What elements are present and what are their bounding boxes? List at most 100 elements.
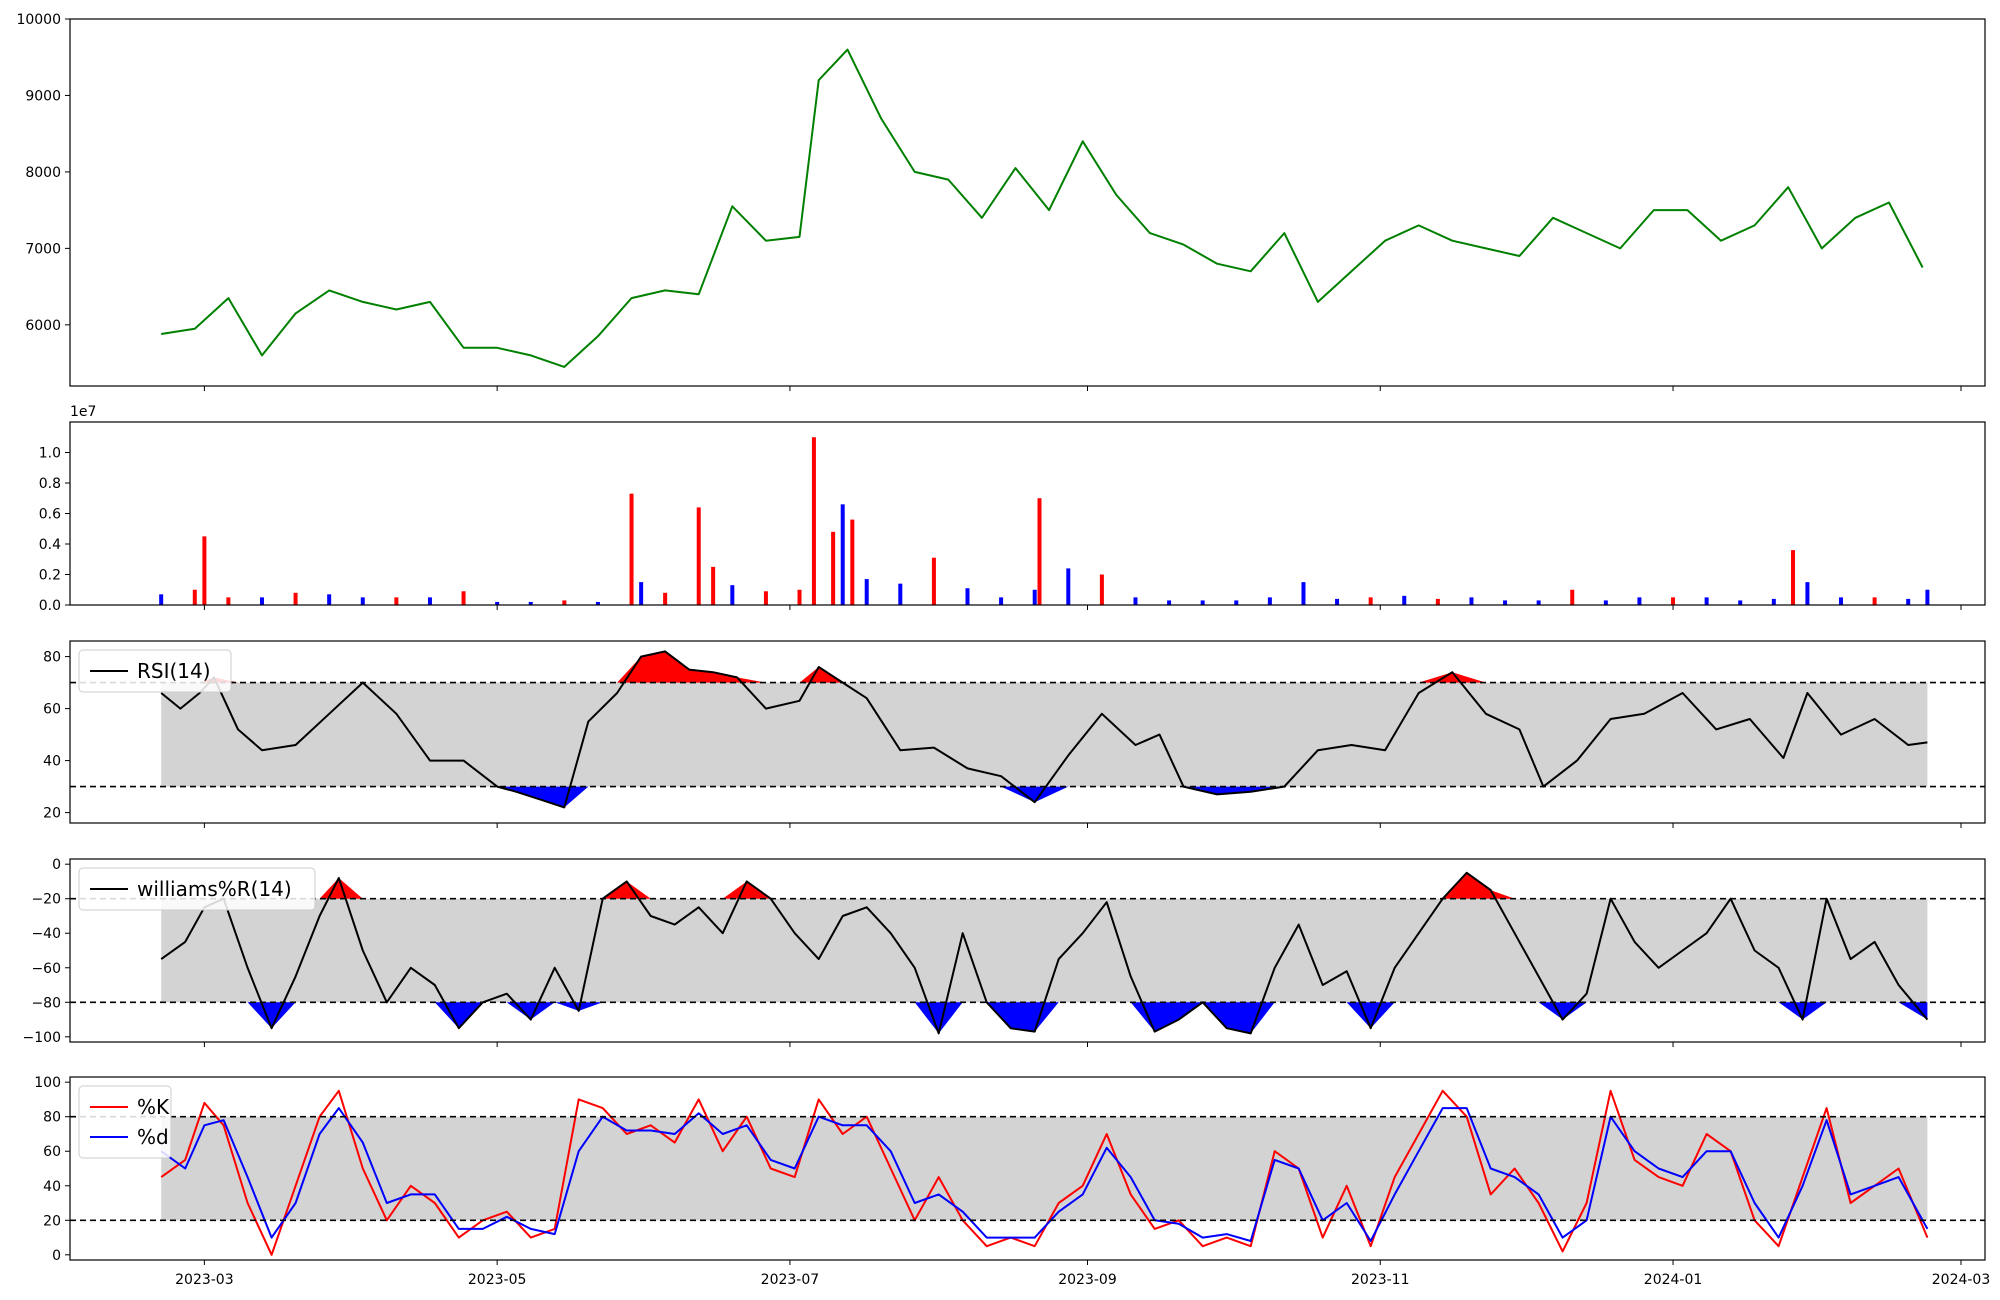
volume-bar	[202, 536, 207, 605]
y-tick-label: 0.6	[39, 507, 61, 523]
x-tick-label: 2023-03	[175, 1272, 234, 1288]
volume-bar	[965, 588, 970, 605]
y-tick-label: 0.8	[39, 476, 61, 492]
y-tick-label: 6000	[25, 318, 61, 334]
volume-bar	[1066, 568, 1071, 605]
series-line-1	[160, 1089, 1929, 1256]
legend: williams%R(14)	[78, 867, 316, 911]
volume-bar	[461, 591, 466, 605]
y-tick-label: −40	[31, 926, 61, 942]
y-tick-label: 40	[43, 754, 61, 770]
oversold-fill	[161, 1002, 1928, 1034]
legend-label: %K	[137, 1095, 170, 1119]
y-tick-label: 8000	[25, 165, 61, 181]
volume-bar	[663, 592, 668, 605]
volume-bar	[1771, 598, 1776, 605]
volume-bar	[840, 504, 845, 605]
volume-bar	[1167, 600, 1172, 605]
volume-bar	[931, 557, 936, 605]
volume-bar	[1368, 597, 1373, 605]
x-tick-label: 2024-01	[1644, 1272, 1703, 1288]
axes-frame	[69, 1076, 1986, 1261]
series-line-1	[161, 48, 1924, 368]
volume-bar	[562, 600, 567, 605]
volume-bar	[1872, 597, 1877, 605]
volume-bar	[1435, 598, 1440, 605]
volume-bar	[427, 597, 432, 605]
y-tick-label: −60	[31, 961, 61, 977]
volume-bar	[1099, 574, 1104, 605]
volume-bar	[528, 601, 533, 605]
y-tick-label: 0	[52, 857, 61, 873]
legend-label: williams%R(14)	[137, 877, 292, 901]
threshold-band	[161, 682, 1928, 787]
y-tick-label: 1.0	[39, 446, 61, 462]
panel-3: 20 40 60 80 RSI(14)	[43, 640, 1986, 828]
volume-bar	[1032, 589, 1037, 605]
volume-bar	[1335, 598, 1340, 605]
volume-bar	[1671, 597, 1676, 605]
y-tick-label: 0.0	[39, 598, 61, 614]
legend-box	[78, 649, 232, 693]
volume-bar	[831, 531, 836, 605]
volume-bar	[1536, 600, 1541, 605]
volume-bar	[1925, 589, 1930, 605]
legend-label: RSI(14)	[137, 659, 211, 683]
y-tick-label: 40	[43, 1179, 61, 1195]
volume-bar	[226, 597, 231, 605]
y-tick-label: 80	[43, 650, 61, 666]
volume-bar	[730, 585, 735, 605]
volume-bar	[1503, 600, 1508, 605]
volume-bar	[1839, 597, 1844, 605]
y-tick-label: 7000	[25, 241, 61, 257]
oversold-fill	[161, 786, 1928, 808]
series-line-1	[160, 871, 1929, 1035]
volume-bar	[394, 597, 399, 605]
volume-bar	[1704, 597, 1709, 605]
threshold-band	[161, 898, 1928, 1003]
volume-bar	[1301, 582, 1306, 605]
y-tick-label: 0.2	[39, 568, 61, 584]
panel-2: 0.0 0.2 0.4 0.6 0.8 1.0 1e7	[39, 404, 1986, 614]
threshold-band	[161, 1116, 1928, 1221]
y-tick-label: 100	[34, 1075, 61, 1091]
panel-4: −100 −80 −60 −40 −20 0 williams%R(14)	[23, 857, 1986, 1047]
volume-bar	[1200, 600, 1205, 605]
volume-bar	[595, 601, 600, 605]
axes-frame	[69, 858, 1986, 1043]
volume-bar	[293, 592, 298, 605]
volume-bar	[850, 519, 855, 605]
y-tick-label: 20	[43, 1213, 61, 1229]
volume-bar	[159, 594, 164, 605]
x-tick-label: 2023-11	[1351, 1272, 1410, 1288]
volume-bar	[1402, 595, 1407, 605]
x-tick-label: 2023-05	[468, 1272, 527, 1288]
legend-box	[78, 1085, 172, 1159]
legend-box	[78, 867, 316, 911]
volume-bar	[696, 507, 701, 605]
volume-bar	[763, 591, 768, 605]
axis-offset-label: 1e7	[70, 404, 96, 420]
axes-frame	[69, 640, 1986, 824]
y-tick-label: −100	[23, 1030, 61, 1046]
series-line-1	[160, 650, 1928, 809]
y-tick-label: 80	[43, 1110, 61, 1126]
volume-bar	[1037, 498, 1042, 605]
series-line-2	[160, 1107, 1929, 1242]
volume-bar	[1791, 550, 1796, 605]
legend-label: %d	[137, 1125, 169, 1149]
volume-bar	[1469, 597, 1474, 605]
x-tick-label: 2023-09	[1058, 1272, 1117, 1288]
overbought-fill	[161, 872, 1928, 899]
y-tick-label: 0.4	[39, 537, 61, 553]
volume-bar	[711, 566, 716, 605]
volume-bar	[797, 589, 802, 605]
legend: RSI(14)	[78, 649, 232, 693]
y-tick-label: −80	[31, 995, 61, 1011]
axes-frame	[69, 18, 1986, 387]
volume-bar	[898, 583, 903, 605]
volume-bar	[629, 493, 634, 605]
y-tick-label: −20	[31, 892, 61, 908]
panel-1: 6000 7000 8000 9000 10000	[16, 12, 1986, 391]
